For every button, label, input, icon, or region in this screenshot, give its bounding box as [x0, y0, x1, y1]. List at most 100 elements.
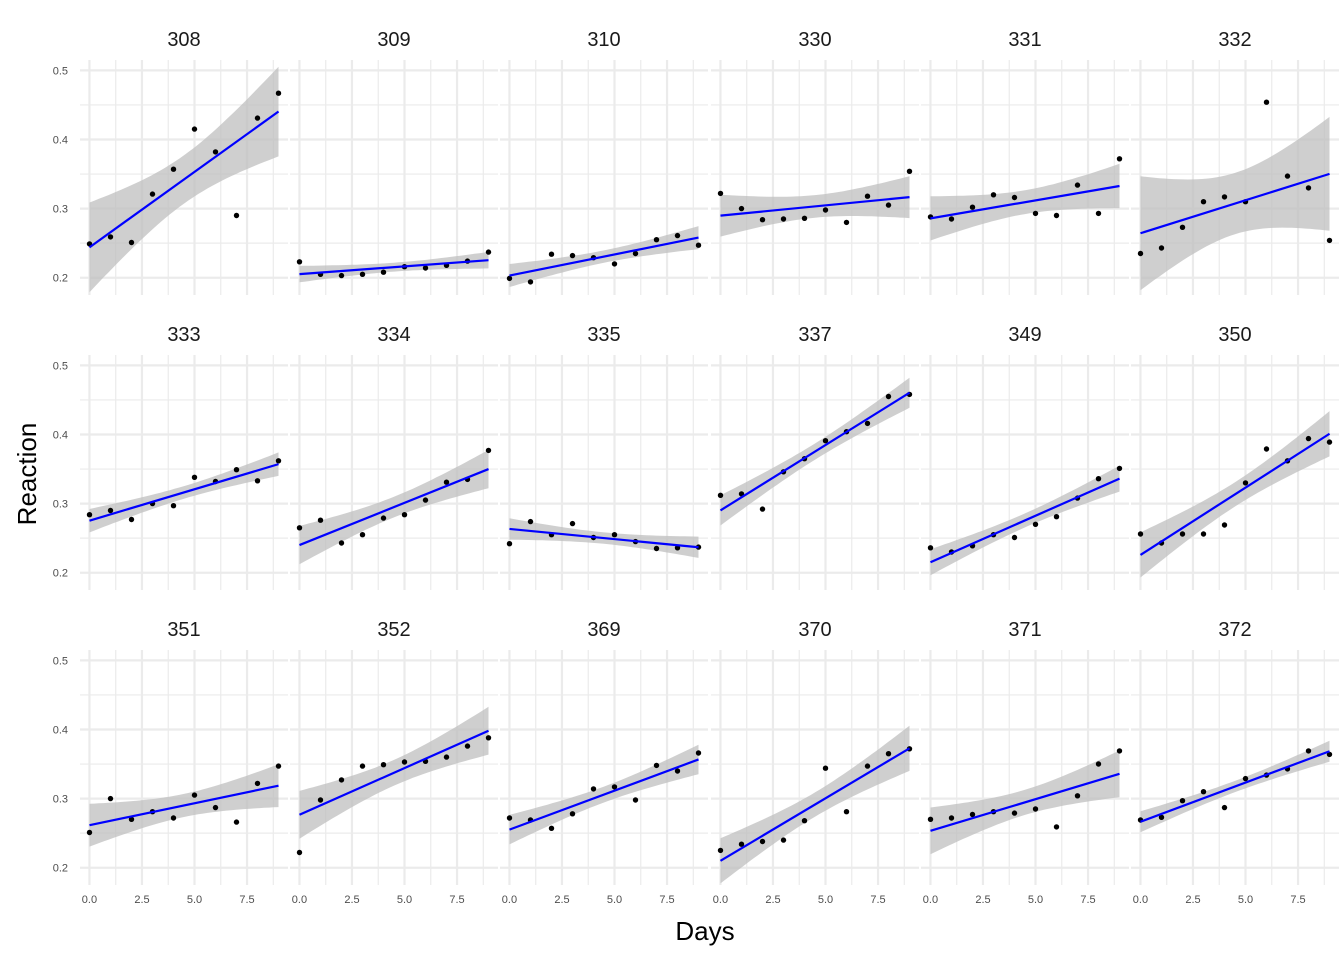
x-tick-label: 2.5 — [344, 894, 359, 906]
data-point — [443, 479, 450, 485]
data-point — [401, 512, 408, 518]
y-tick-label: 0.2 — [53, 273, 68, 285]
data-point — [590, 786, 597, 792]
panel-title: 337 — [798, 324, 831, 346]
data-point — [611, 784, 618, 790]
data-point — [780, 216, 787, 222]
data-point — [864, 193, 871, 199]
data-point — [864, 763, 871, 769]
panel-332: 332 — [1131, 29, 1339, 295]
data-point — [674, 232, 681, 239]
panel-370: 370 0.0 2.5 5.0 7.5 — [711, 619, 919, 906]
data-point — [969, 204, 976, 210]
data-point — [233, 212, 240, 219]
panel-371: 371 0.0 2.5 5.0 7.5 — [921, 619, 1129, 906]
data-point — [317, 797, 324, 803]
panel-333: 333 0.2 0.3 0.4 0.5 — [53, 324, 288, 590]
data-point — [527, 518, 534, 525]
panel-title: 334 — [377, 324, 410, 346]
fit-line — [719, 747, 911, 862]
x-tick-label: 5.0 — [1238, 894, 1253, 906]
y-tick-label: 0.4 — [53, 724, 68, 736]
fit-line — [509, 758, 699, 831]
panel-title: 309 — [377, 29, 410, 51]
data-point — [296, 525, 303, 531]
data-point — [717, 492, 724, 498]
panel-351: 351 0.2 0.3 0.4 0.5 0.0 2.5 5.0 7.5 — [53, 619, 288, 906]
data-point — [254, 115, 261, 121]
data-point — [948, 216, 955, 222]
data-point — [632, 797, 639, 803]
panel-335: 335 — [500, 324, 708, 590]
data-point — [653, 762, 660, 769]
y-tick-label: 0.5 — [53, 360, 68, 372]
data-point — [738, 841, 745, 847]
panel-350: 350 — [1131, 324, 1339, 590]
panel-331: 331 — [921, 29, 1129, 295]
fit-line — [930, 184, 1120, 220]
data-point — [1200, 531, 1207, 537]
data-point — [128, 816, 135, 822]
data-point — [338, 540, 345, 546]
data-point — [1326, 751, 1333, 758]
panel-310: 310 — [500, 29, 708, 295]
data-point — [128, 516, 135, 523]
data-point — [1263, 99, 1270, 105]
data-point — [780, 837, 787, 843]
data-point — [1326, 237, 1333, 244]
data-point — [843, 809, 850, 815]
data-point — [422, 265, 429, 271]
panel-308: 308 0.2 0.3 0.4 0.5 — [53, 29, 288, 295]
data-point — [717, 847, 724, 854]
data-point — [611, 261, 618, 267]
data-point — [1074, 793, 1081, 799]
data-point — [464, 743, 471, 749]
panel-title: 350 — [1218, 324, 1251, 346]
panel-334: 334 — [290, 324, 498, 590]
y-tick-label: 0.3 — [53, 204, 68, 216]
data-point — [485, 447, 492, 454]
fit-line — [720, 196, 910, 217]
data-point — [1179, 224, 1186, 230]
data-point — [1011, 194, 1018, 201]
data-point — [275, 90, 282, 96]
data-point — [191, 474, 198, 480]
fit-line — [89, 784, 279, 827]
data-point — [1116, 465, 1123, 472]
data-point — [212, 149, 219, 155]
panel-title: 371 — [1008, 619, 1041, 641]
data-point — [1137, 531, 1144, 537]
fit-line — [1140, 172, 1330, 235]
data-point — [1158, 814, 1165, 820]
panel-369: 369 0.0 2.5 5.0 7.5 — [500, 619, 708, 906]
data-point — [885, 202, 892, 208]
data-point — [212, 804, 219, 811]
data-point — [254, 478, 261, 484]
data-point — [296, 849, 303, 856]
x-tick-label: 5.0 — [397, 894, 412, 906]
fit-line — [509, 236, 699, 277]
data-point — [548, 825, 555, 831]
data-point — [1074, 182, 1081, 188]
data-point — [191, 126, 198, 132]
panel-title: 332 — [1218, 29, 1251, 51]
data-point — [948, 815, 955, 821]
x-tick-label: 0.0 — [713, 894, 728, 906]
panel-349: 349 — [921, 324, 1129, 590]
data-point — [1053, 514, 1060, 520]
fit-line — [509, 527, 699, 549]
data-point — [801, 215, 808, 221]
data-point — [969, 811, 976, 818]
data-point — [86, 829, 93, 836]
x-tick-label: 7.5 — [1080, 894, 1095, 906]
data-point — [759, 838, 766, 845]
panel-title: 333 — [167, 324, 200, 346]
y-tick-label: 0.5 — [53, 655, 68, 667]
data-point — [1032, 806, 1039, 812]
data-point — [1116, 748, 1123, 754]
data-point — [443, 754, 450, 760]
panel-title: 351 — [167, 619, 200, 641]
data-point — [927, 545, 934, 551]
x-tick-label: 2.5 — [975, 894, 990, 906]
